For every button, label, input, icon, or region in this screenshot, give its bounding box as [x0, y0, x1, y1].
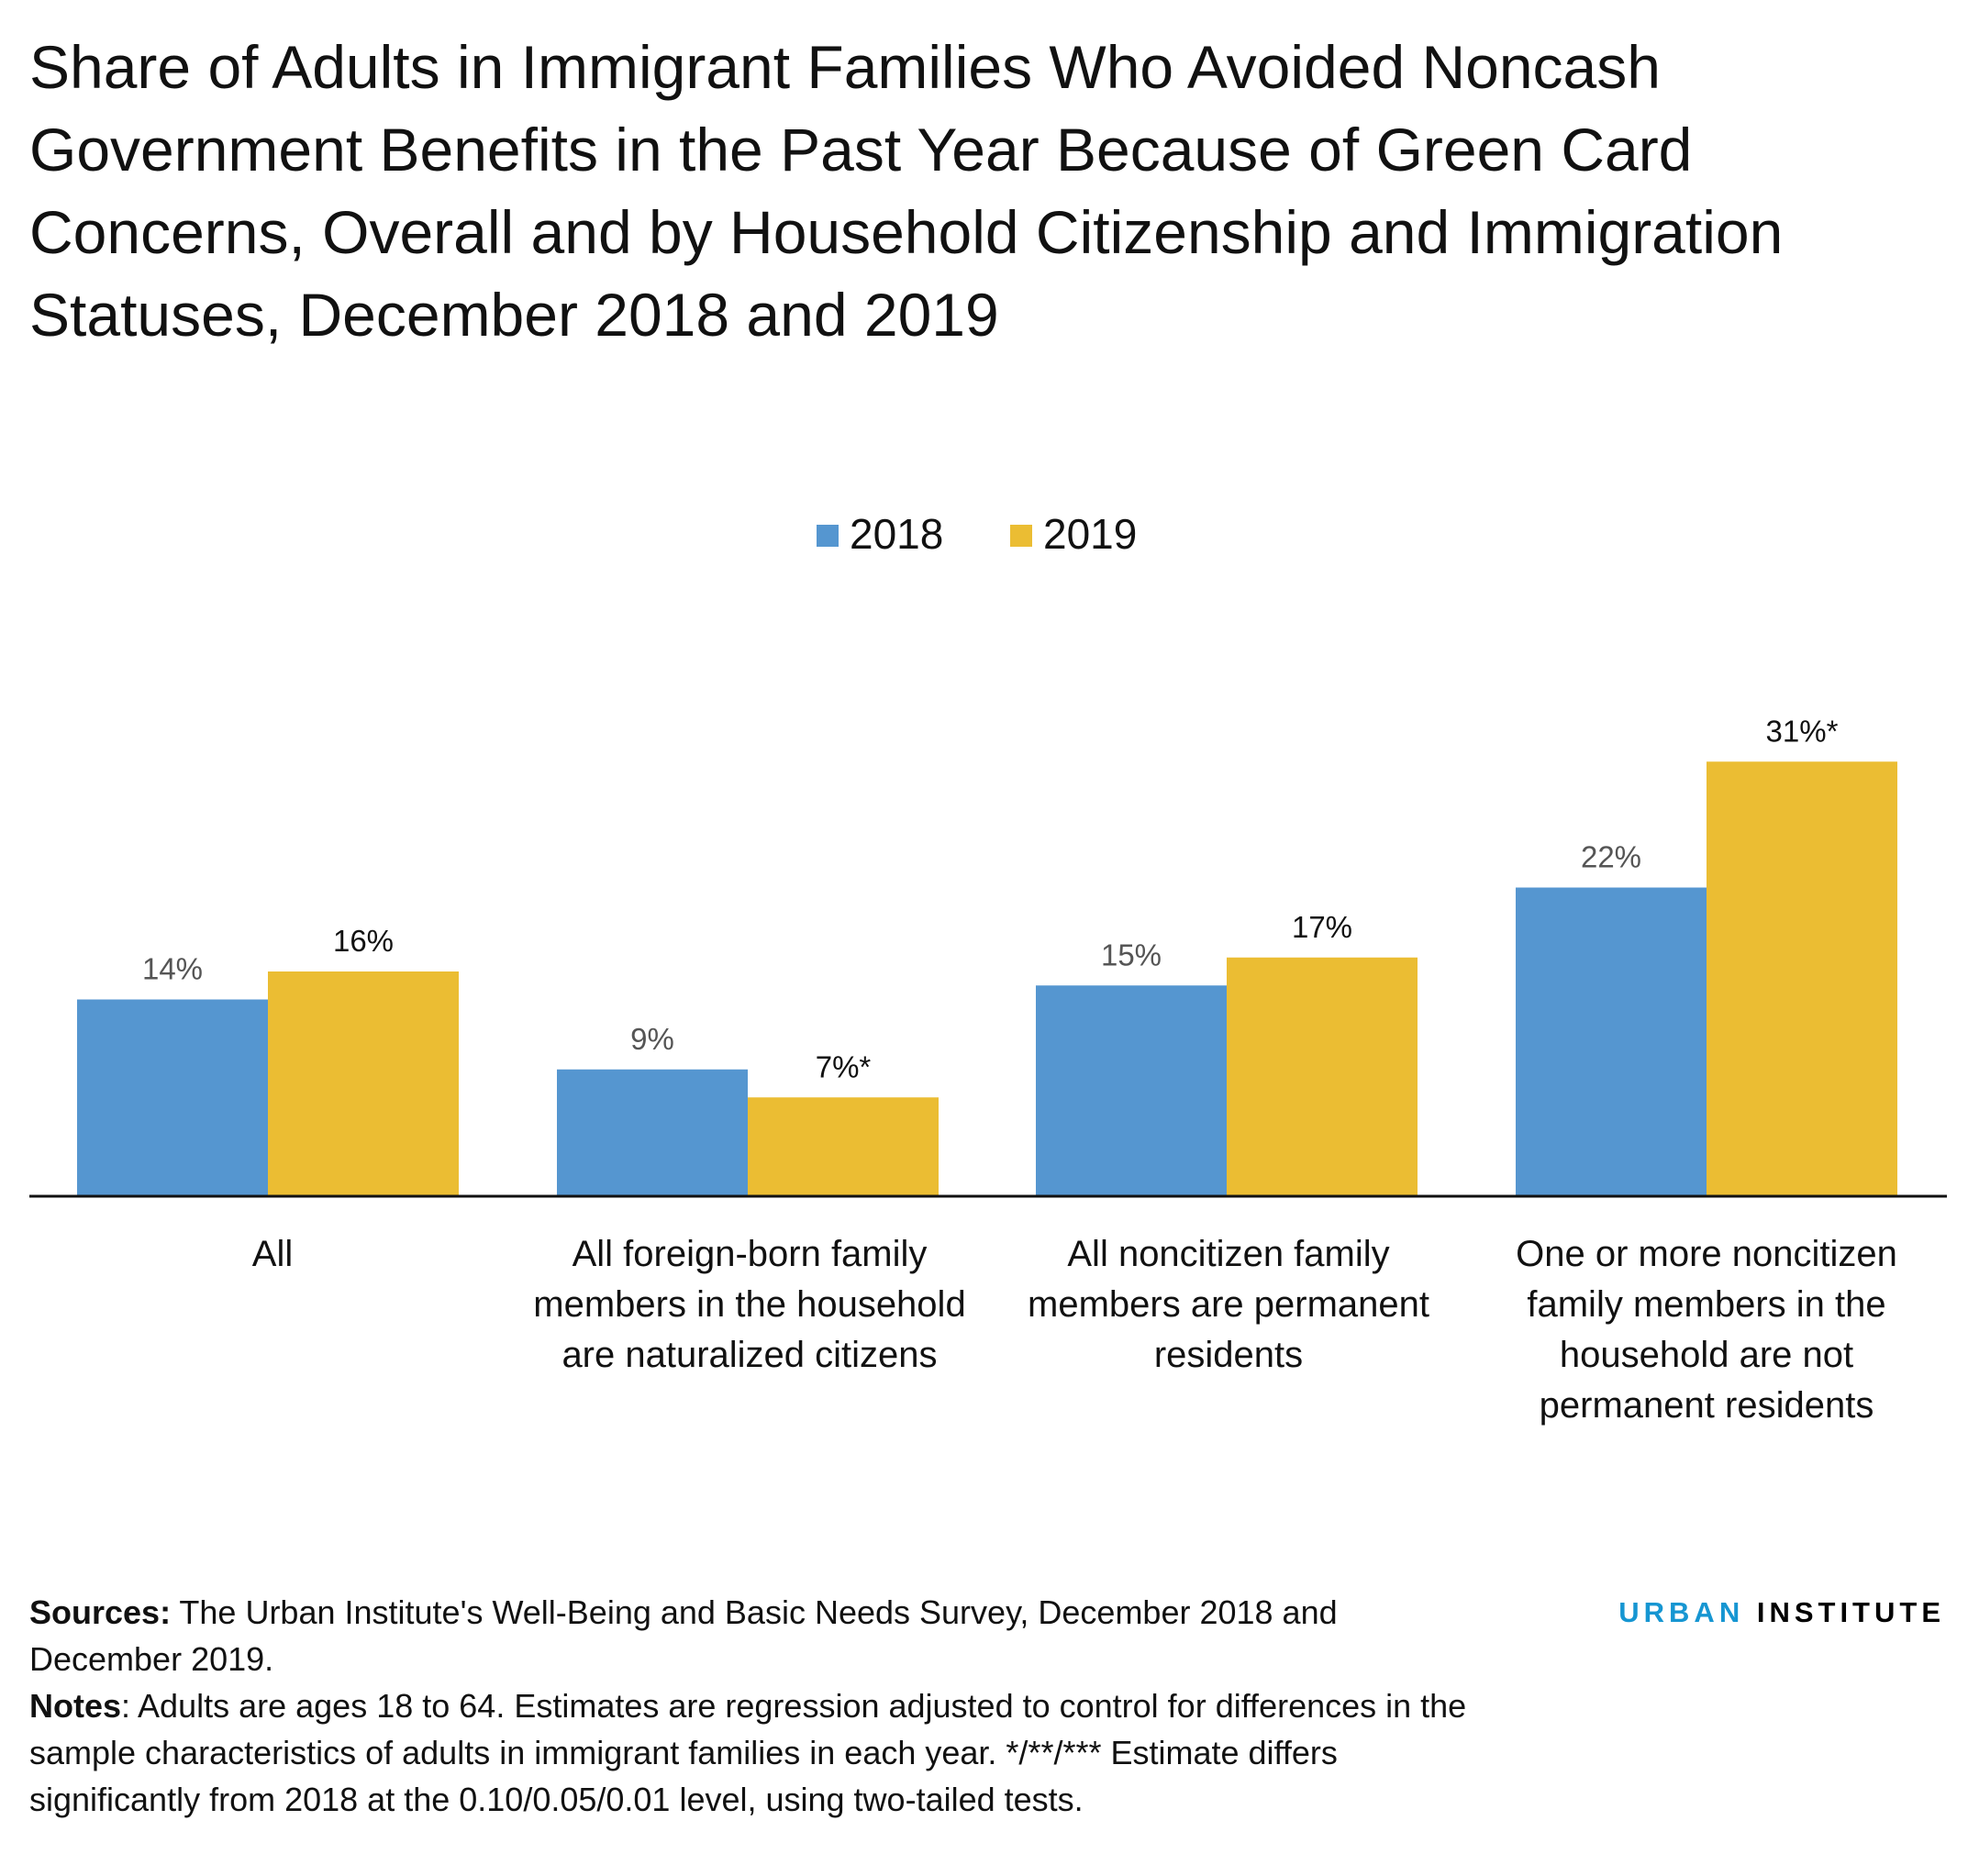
- legend-label-2018: 2018: [850, 510, 943, 558]
- data-label-2019-cat-1: 7%*: [816, 1049, 872, 1083]
- bar-2018-cat-1: [557, 1069, 748, 1195]
- chart-title: Share of Adults in Immigrant Families Wh…: [29, 33, 1784, 349]
- logo-word-institute: INSTITUTE: [1756, 1596, 1945, 1628]
- logo-word-urban: URBAN: [1618, 1596, 1745, 1628]
- sources-text: The Urban Institute's Well-Being and Bas…: [29, 1593, 1338, 1678]
- urban-institute-logo: URBAN INSTITUTE: [1596, 1596, 1945, 1629]
- legend: 2018 2019: [817, 510, 1137, 558]
- bar-2019-cat-1: [748, 1097, 939, 1195]
- data-label-2018-cat-3: 22%: [1581, 840, 1641, 874]
- bar-chart: 14% 9% 15% 22% 16% 7%* 17% 31%* 2018 2019: [29, 510, 1947, 1198]
- data-label-2019-cat-3: 31%*: [1766, 714, 1839, 748]
- bar-2018-cat-0: [77, 999, 268, 1195]
- legend-label-2019: 2019: [1043, 510, 1137, 558]
- bar-2019-cat-0: [268, 971, 459, 1195]
- data-label-2018-cat-2: 15%: [1101, 938, 1162, 971]
- data-label-2018-cat-1: 9%: [630, 1022, 674, 1056]
- bar-2018-cat-3: [1516, 887, 1707, 1195]
- bar-2018-cat-2: [1036, 985, 1227, 1195]
- category-label-naturalized: All foreign-born family members in the h…: [533, 1234, 966, 1375]
- sources-note: Sources: The Urban Institute's Well-Bein…: [29, 1589, 1497, 1682]
- category-label-permanent-residents: All noncitizen family members are perman…: [1028, 1234, 1429, 1375]
- footer-notes: Sources: The Urban Institute's Well-Bein…: [29, 1589, 1497, 1823]
- category-label-not-permanent-residents: One or more noncitizen family members in…: [1516, 1234, 1897, 1426]
- legend-swatch-2018: [817, 525, 839, 547]
- data-label-2018-cat-0: 14%: [142, 952, 203, 986]
- notes-note: Notes: Adults are ages 18 to 64. Estimat…: [29, 1682, 1497, 1823]
- category-label-all: All: [251, 1234, 294, 1274]
- bar-2019-cat-2: [1227, 957, 1418, 1195]
- series-2019: 16% 7%* 17% 31%*: [268, 714, 1897, 1195]
- data-label-2019-cat-0: 16%: [333, 924, 394, 958]
- sources-label: Sources:: [29, 1593, 172, 1631]
- notes-text: : Adults are ages 18 to 64. Estimates ar…: [29, 1687, 1467, 1818]
- bar-2019-cat-3: [1707, 761, 1897, 1195]
- series-2018: 14% 9% 15% 22%: [77, 840, 1707, 1195]
- data-label-2019-cat-2: 17%: [1292, 910, 1352, 944]
- notes-label: Notes: [29, 1687, 122, 1725]
- legend-swatch-2019: [1010, 525, 1032, 547]
